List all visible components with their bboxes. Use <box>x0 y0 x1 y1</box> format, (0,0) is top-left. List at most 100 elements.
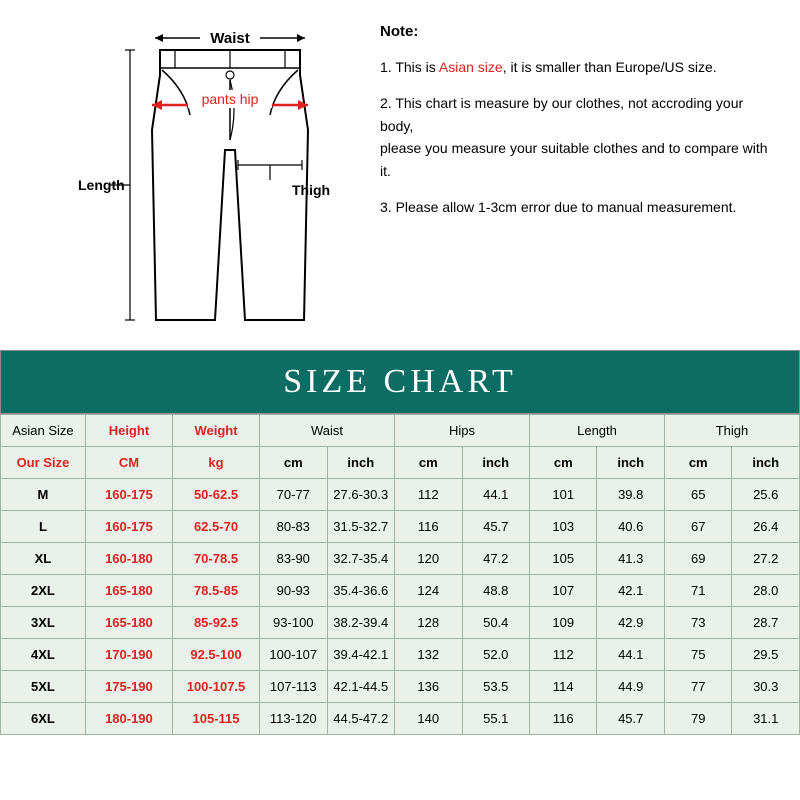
table-cell: 62.5-70 <box>172 511 259 543</box>
table-cell: 65 <box>664 479 731 511</box>
table-cell: 103 <box>530 511 597 543</box>
table-cell: 73 <box>664 607 731 639</box>
table-cell: 101 <box>530 479 597 511</box>
table-cell: 105 <box>530 543 597 575</box>
table-cell: 39.4-42.1 <box>327 639 394 671</box>
table-cell: 25.6 <box>732 479 800 511</box>
hdr-height: Height <box>85 415 172 447</box>
hdr-thigh: Thigh <box>664 415 799 447</box>
note-title: Note: <box>380 20 770 44</box>
pants-diagram: Waist pants hip <box>40 20 360 330</box>
table-cell: 53.5 <box>462 671 530 703</box>
note-3: 3. Please allow 1-3cm error due to manua… <box>380 196 770 218</box>
table-cell: 114 <box>530 671 597 703</box>
table-cell: 107-113 <box>260 671 327 703</box>
table-cell: 44.1 <box>597 639 665 671</box>
table-cell: 38.2-39.4 <box>327 607 394 639</box>
table-cell: 29.5 <box>732 639 800 671</box>
table-row: 4XL170-19092.5-100100-10739.4-42.113252.… <box>1 639 800 671</box>
table-cell: 75 <box>664 639 731 671</box>
table-cell: 52.0 <box>462 639 530 671</box>
table-cell: 132 <box>395 639 462 671</box>
table-cell: 120 <box>395 543 462 575</box>
table-cell: 35.4-36.6 <box>327 575 394 607</box>
table-cell: 45.7 <box>597 703 665 735</box>
table-cell: 48.8 <box>462 575 530 607</box>
table-cell: 100-107.5 <box>172 671 259 703</box>
table-cell: 5XL <box>1 671 86 703</box>
table-cell: 47.2 <box>462 543 530 575</box>
table-cell: 160-175 <box>85 479 172 511</box>
table-cell: 44.9 <box>597 671 665 703</box>
chart-title: SIZE CHART <box>0 350 800 414</box>
table-cell: 3XL <box>1 607 86 639</box>
table-cell: 31.5-32.7 <box>327 511 394 543</box>
table-cell: 100-107 <box>260 639 327 671</box>
table-cell: 27.6-30.3 <box>327 479 394 511</box>
table-cell: 44.5-47.2 <box>327 703 394 735</box>
table-cell: 160-175 <box>85 511 172 543</box>
table-cell: 2XL <box>1 575 86 607</box>
table-cell: 128 <box>395 607 462 639</box>
length-label: Length <box>78 177 125 193</box>
hdr-asian: Asian Size <box>1 415 86 447</box>
table-row: 3XL165-18085-92.593-10038.2-39.412850.41… <box>1 607 800 639</box>
hdr-length: Length <box>530 415 665 447</box>
table-cell: 6XL <box>1 703 86 735</box>
hdr-cm-u: CM <box>85 447 172 479</box>
table-cell: 165-180 <box>85 607 172 639</box>
table-cell: 71 <box>664 575 731 607</box>
table-row: 2XL165-18078.5-8590-9335.4-36.612448.810… <box>1 575 800 607</box>
thigh-label: Thigh <box>292 182 330 198</box>
table-cell: 50.4 <box>462 607 530 639</box>
table-row: M160-17550-62.570-7727.6-30.311244.11013… <box>1 479 800 511</box>
table-cell: M <box>1 479 86 511</box>
table-cell: 32.7-35.4 <box>327 543 394 575</box>
table-cell: 107 <box>530 575 597 607</box>
table-cell: 136 <box>395 671 462 703</box>
table-cell: 42.1-44.5 <box>327 671 394 703</box>
table-cell: 175-190 <box>85 671 172 703</box>
table-cell: 105-115 <box>172 703 259 735</box>
table-cell: 165-180 <box>85 575 172 607</box>
table-cell: 90-93 <box>260 575 327 607</box>
table-row: L160-17562.5-7080-8331.5-32.711645.71034… <box>1 511 800 543</box>
table-cell: 41.3 <box>597 543 665 575</box>
table-cell: 113-120 <box>260 703 327 735</box>
notes-section: Note: 1. This is Asian size, it is small… <box>360 20 770 330</box>
note-2: 2. This chart is measure by our clothes,… <box>380 92 770 182</box>
table-cell: 67 <box>664 511 731 543</box>
table-row: 6XL180-190105-115113-12044.5-47.214055.1… <box>1 703 800 735</box>
table-cell: 116 <box>395 511 462 543</box>
table-cell: 42.1 <box>597 575 665 607</box>
table-cell: 27.2 <box>732 543 800 575</box>
table-cell: 79 <box>664 703 731 735</box>
note-1: 1. This is Asian size, it is smaller tha… <box>380 56 770 78</box>
hdr-our: Our Size <box>1 447 86 479</box>
table-cell: 69 <box>664 543 731 575</box>
table-cell: 80-83 <box>260 511 327 543</box>
table-cell: 124 <box>395 575 462 607</box>
table-cell: 93-100 <box>260 607 327 639</box>
table-cell: 39.8 <box>597 479 665 511</box>
table-cell: 28.0 <box>732 575 800 607</box>
table-cell: 31.1 <box>732 703 800 735</box>
table-cell: 40.6 <box>597 511 665 543</box>
table-cell: 78.5-85 <box>172 575 259 607</box>
table-cell: 26.4 <box>732 511 800 543</box>
table-cell: 77 <box>664 671 731 703</box>
table-cell: 44.1 <box>462 479 530 511</box>
table-cell: 92.5-100 <box>172 639 259 671</box>
table-cell: 55.1 <box>462 703 530 735</box>
table-row: 5XL175-190100-107.5107-11342.1-44.513653… <box>1 671 800 703</box>
table-cell: 30.3 <box>732 671 800 703</box>
table-cell: 170-190 <box>85 639 172 671</box>
table-cell: 160-180 <box>85 543 172 575</box>
table-cell: 45.7 <box>462 511 530 543</box>
table-cell: 28.7 <box>732 607 800 639</box>
table-cell: 112 <box>395 479 462 511</box>
size-chart-table: Asian Size Height Weight Waist Hips Leng… <box>0 414 800 735</box>
hdr-kg: kg <box>172 447 259 479</box>
top-section: Waist pants hip <box>0 0 800 350</box>
table-cell: 140 <box>395 703 462 735</box>
